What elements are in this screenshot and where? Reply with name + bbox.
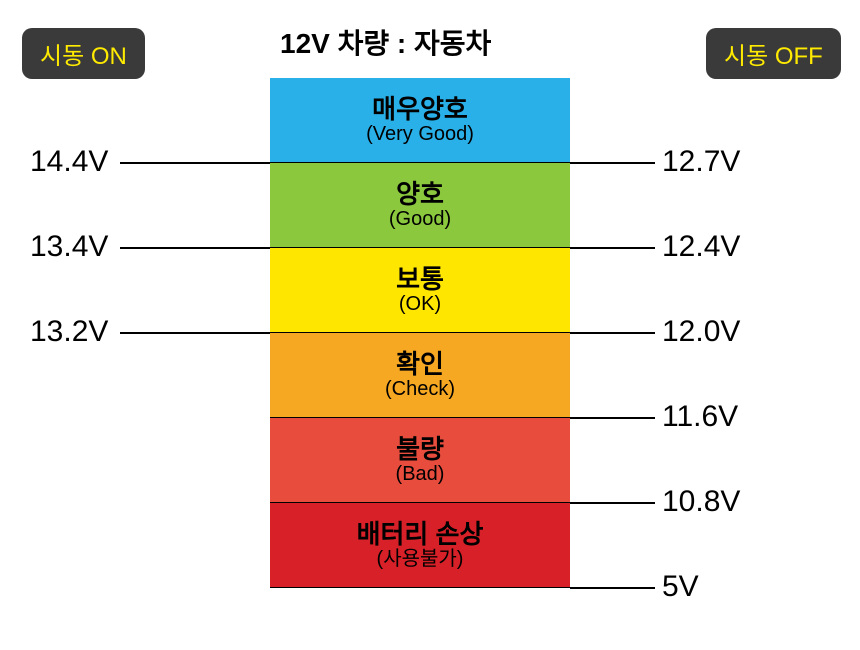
status-band: 확인(Check): [270, 333, 570, 418]
divider-line-right: [570, 417, 655, 419]
engine-on-badge: 시동 ON: [22, 28, 145, 79]
band-label-main: 양호: [396, 180, 444, 209]
voltage-right: 12.4V: [662, 230, 740, 264]
band-label-sub: (사용불가): [377, 548, 464, 570]
band-label-sub: (Check): [385, 378, 455, 400]
band-label-sub: (Bad): [396, 463, 445, 485]
voltage-right: 11.6V: [662, 400, 738, 434]
divider-line-left: [120, 332, 270, 334]
voltage-left: 14.4V: [30, 145, 108, 179]
status-band: 배터리 손상(사용불가): [270, 503, 570, 588]
divider-line-right: [570, 247, 655, 249]
band-label-sub: (Very Good): [366, 123, 474, 145]
divider-line-right: [570, 162, 655, 164]
status-band: 보통(OK): [270, 248, 570, 333]
voltage-left: 13.2V: [30, 315, 108, 349]
divider-line-right: [570, 332, 655, 334]
divider-line-right: [570, 502, 655, 504]
band-label-main: 배터리 손상: [357, 520, 484, 549]
band-label-main: 불량: [396, 435, 444, 464]
voltage-left: 13.4V: [30, 230, 108, 264]
voltage-right: 5V: [662, 570, 699, 604]
status-band: 매우양호(Very Good): [270, 78, 570, 163]
divider-line-left: [120, 247, 270, 249]
status-band: 양호(Good): [270, 163, 570, 248]
divider-line-left: [120, 162, 270, 164]
chart-title: 12V 차량 : 자동차: [280, 22, 491, 62]
voltage-right: 12.0V: [662, 315, 740, 349]
voltage-right: 12.7V: [662, 145, 740, 179]
band-label-main: 매우양호: [372, 95, 468, 124]
voltage-right: 10.8V: [662, 485, 740, 519]
band-label-main: 확인: [396, 350, 444, 379]
band-label-sub: (Good): [389, 208, 451, 230]
status-band: 불량(Bad): [270, 418, 570, 503]
engine-off-badge: 시동 OFF: [706, 28, 841, 79]
band-label-main: 보통: [396, 265, 444, 294]
band-label-sub: (OK): [399, 293, 441, 315]
divider-line-right: [570, 587, 655, 589]
